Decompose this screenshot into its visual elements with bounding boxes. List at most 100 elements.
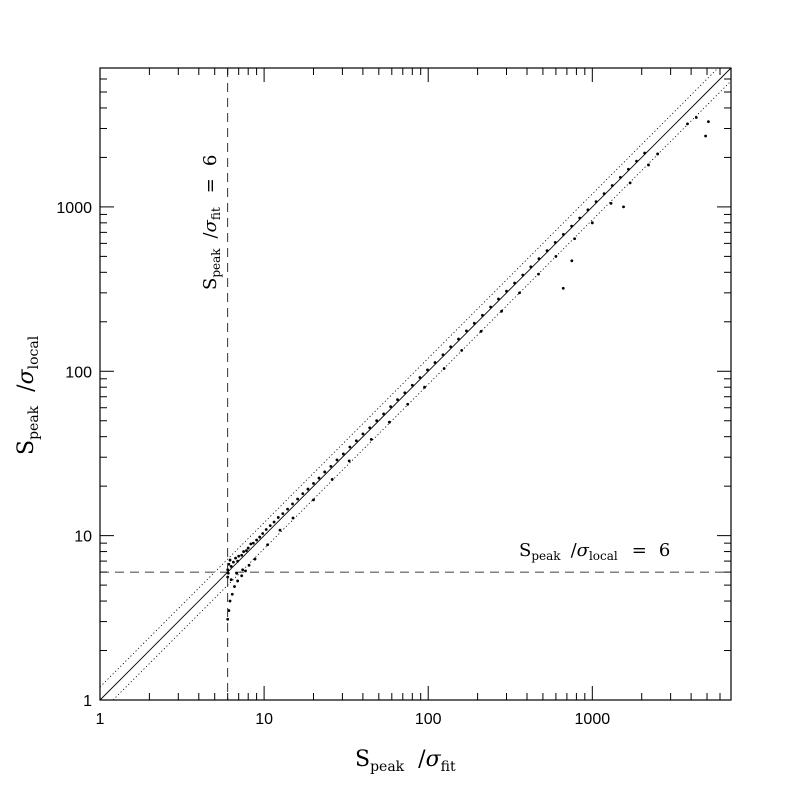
data-point (234, 556, 237, 560)
x-tick-label: 1 (96, 711, 105, 728)
data-point (387, 420, 391, 424)
data-point (291, 502, 294, 506)
lower-bound-line (112, 80, 732, 701)
data-point (406, 402, 410, 406)
data-point (228, 599, 232, 603)
data-point (707, 120, 710, 124)
data-point (227, 609, 231, 612)
data-point (460, 348, 464, 352)
y-tick-label: 10 (74, 529, 92, 546)
data-point (457, 337, 460, 341)
data-point (246, 546, 250, 550)
data-point (594, 200, 598, 204)
data-point (361, 432, 365, 436)
data-point (570, 259, 574, 263)
data-point (573, 237, 577, 241)
data-point (590, 221, 594, 225)
data-point (382, 412, 386, 416)
data-point (330, 477, 334, 481)
data-point (369, 438, 373, 441)
data-point (227, 562, 231, 566)
data-point (609, 202, 613, 205)
data-point (410, 383, 414, 387)
data-point (537, 257, 541, 261)
data-point (586, 208, 590, 212)
y-tick-label: 1000 (56, 200, 92, 217)
data-point (291, 516, 295, 520)
data-point (244, 569, 247, 573)
plot-frame (99, 67, 732, 701)
data-point (647, 163, 650, 167)
data-point (235, 571, 239, 575)
data-point (241, 568, 245, 572)
x-axis-label: Speak/σfit (355, 747, 456, 775)
data-point (226, 575, 230, 579)
data-point (441, 353, 445, 357)
data-point (281, 512, 285, 516)
data-point (489, 305, 493, 309)
data-point (354, 439, 358, 443)
data-point (481, 313, 484, 317)
data-point (306, 487, 310, 491)
data-point (505, 289, 508, 293)
data-point (264, 528, 268, 531)
data-point (500, 309, 503, 313)
data-point (230, 592, 234, 596)
data-point (240, 553, 244, 557)
data-point (578, 216, 582, 220)
data-point (375, 419, 379, 423)
data-point (226, 571, 230, 575)
data-point (704, 134, 707, 138)
data-point (272, 520, 276, 524)
one-to-one-line (99, 67, 732, 701)
data-point (442, 367, 446, 370)
data-point (251, 541, 255, 545)
data-point (472, 321, 476, 325)
data-point (237, 554, 241, 558)
data-point (278, 528, 282, 532)
data-point (348, 445, 352, 449)
data-point (312, 498, 315, 502)
data-point (317, 476, 321, 480)
data-point (537, 272, 540, 276)
data-point (253, 557, 257, 561)
data-point (513, 281, 516, 285)
data-point (258, 535, 262, 539)
data-point (570, 224, 574, 228)
vertical-threshold-label: Speak/σfit=6 (200, 155, 223, 290)
data-point (418, 376, 422, 379)
reference-lines (99, 67, 732, 701)
data-point (268, 524, 272, 528)
data-point (228, 558, 232, 562)
data-point (261, 532, 265, 535)
data-point (329, 464, 333, 468)
x-tick-label: 100 (415, 711, 442, 728)
data-point (686, 122, 689, 126)
data-point (618, 175, 622, 179)
x-tick-label: 10 (255, 711, 273, 728)
data-point (296, 497, 300, 501)
data-point (347, 459, 351, 463)
data-point (236, 579, 240, 583)
data-point (656, 152, 660, 156)
y-tick-label: 100 (65, 364, 92, 381)
data-point (610, 184, 614, 187)
data-point (301, 492, 305, 496)
data-point (602, 192, 606, 195)
data-point (628, 181, 632, 185)
data-point (236, 559, 240, 563)
data-point (286, 507, 289, 511)
data-point (240, 574, 244, 578)
data-point (497, 297, 500, 301)
data-point (396, 398, 399, 402)
data-point (368, 426, 372, 430)
data-point (694, 116, 698, 119)
data-point (249, 542, 253, 546)
data-point (433, 361, 437, 364)
data-point (521, 273, 525, 277)
data-point (229, 564, 233, 568)
data-point (229, 578, 233, 582)
data-point (255, 538, 258, 542)
upper-bound-line (99, 67, 719, 688)
